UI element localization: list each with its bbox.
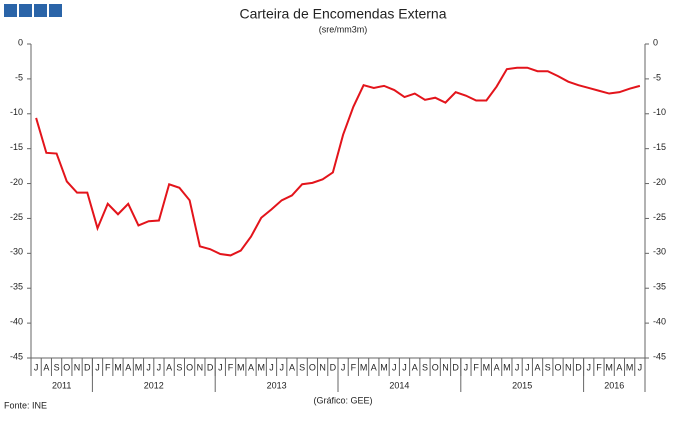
x-tick-label: A bbox=[535, 362, 541, 372]
x-tick-label: J bbox=[392, 362, 397, 372]
x-tick-label: A bbox=[616, 362, 622, 372]
x-tick-label: O bbox=[555, 362, 562, 372]
x-tick-label: J bbox=[146, 362, 151, 372]
y-tick-label: -15 bbox=[653, 142, 666, 152]
x-tick-label: J bbox=[34, 362, 39, 372]
x-tick-label: A bbox=[412, 362, 418, 372]
year-label: 2014 bbox=[389, 380, 409, 390]
y-tick-label: -20 bbox=[10, 177, 23, 187]
year-label: 2013 bbox=[267, 380, 287, 390]
y-tick-label: -10 bbox=[653, 107, 666, 117]
x-tick-label: J bbox=[95, 362, 100, 372]
x-tick-label: F bbox=[105, 362, 111, 372]
x-tick-label: F bbox=[351, 362, 357, 372]
y-tick-label: -35 bbox=[10, 282, 23, 292]
x-tick-label: D bbox=[330, 362, 337, 372]
x-tick-label: J bbox=[464, 362, 469, 372]
x-tick-label: M bbox=[135, 362, 143, 372]
x-tick-label: O bbox=[63, 362, 70, 372]
x-tick-label: J bbox=[525, 362, 530, 372]
x-tick-label: N bbox=[442, 362, 449, 372]
x-tick-label: M bbox=[380, 362, 388, 372]
y-tick-label: -20 bbox=[653, 177, 666, 187]
chart-subtitle: (sre/mm3m) bbox=[319, 24, 368, 34]
chart-title: Carteira de Encomendas Externa bbox=[240, 6, 447, 22]
x-tick-label: F bbox=[473, 362, 479, 372]
line-series bbox=[35, 66, 641, 257]
x-tick-label: J bbox=[586, 362, 591, 372]
x-tick-label: A bbox=[43, 362, 49, 372]
x-tick-label: J bbox=[341, 362, 346, 372]
x-tick-label: F bbox=[228, 362, 234, 372]
x-tick-label: N bbox=[565, 362, 572, 372]
year-label: 2012 bbox=[144, 380, 164, 390]
y-tick-label: -45 bbox=[653, 351, 666, 361]
source: Fonte: INE bbox=[4, 400, 47, 410]
y-tick-label: -10 bbox=[10, 107, 23, 117]
x-tick-label: S bbox=[176, 362, 182, 372]
x-tick-label: J bbox=[515, 362, 520, 372]
y-tick-label: -15 bbox=[10, 142, 23, 152]
x-tick-label: J bbox=[638, 362, 643, 372]
x-tick-label: M bbox=[605, 362, 613, 372]
x-tick-label: M bbox=[483, 362, 491, 372]
x-tick-label: O bbox=[309, 362, 316, 372]
x-tick-label: S bbox=[299, 362, 305, 372]
x-tick-label: J bbox=[279, 362, 284, 372]
x-tick-label: O bbox=[432, 362, 439, 372]
year-label: 2016 bbox=[604, 380, 624, 390]
x-tick-label: D bbox=[575, 362, 582, 372]
x-tick-label: M bbox=[360, 362, 368, 372]
x-tick-label: A bbox=[248, 362, 254, 372]
y-tick-label: -35 bbox=[653, 282, 666, 292]
x-tick-label: M bbox=[503, 362, 511, 372]
x-tick-label: M bbox=[114, 362, 122, 372]
x-tick-label: N bbox=[319, 362, 326, 372]
y-tick-label: -25 bbox=[653, 212, 666, 222]
x-tick-label: S bbox=[422, 362, 428, 372]
x-tick-label: F bbox=[596, 362, 602, 372]
credit: (Gráfico: GEE) bbox=[313, 395, 372, 405]
x-tick-label: A bbox=[166, 362, 172, 372]
x-tick-label: N bbox=[197, 362, 204, 372]
y-tick-label: 0 bbox=[18, 37, 23, 47]
x-tick-label: A bbox=[125, 362, 131, 372]
y-tick-label: -40 bbox=[653, 316, 666, 326]
x-tick-label: A bbox=[289, 362, 295, 372]
x-tick-label: A bbox=[371, 362, 377, 372]
y-tick-label: -30 bbox=[653, 247, 666, 257]
y-tick-label: -5 bbox=[15, 72, 23, 82]
x-tick-label: S bbox=[54, 362, 60, 372]
x-tick-label: J bbox=[269, 362, 274, 372]
x-tick-label: J bbox=[157, 362, 162, 372]
y-tick-label: -25 bbox=[10, 212, 23, 222]
x-tick-label: M bbox=[237, 362, 245, 372]
logo bbox=[49, 4, 62, 17]
x-tick-label: D bbox=[84, 362, 91, 372]
x-tick-label: A bbox=[494, 362, 500, 372]
y-tick-label: -5 bbox=[653, 72, 661, 82]
logo bbox=[19, 4, 32, 17]
y-tick-label: -30 bbox=[10, 247, 23, 257]
year-label: 2011 bbox=[52, 380, 71, 390]
x-tick-label: S bbox=[545, 362, 551, 372]
x-tick-label: D bbox=[452, 362, 459, 372]
x-tick-label: J bbox=[402, 362, 407, 372]
logo bbox=[4, 4, 17, 17]
x-tick-label: M bbox=[258, 362, 266, 372]
y-tick-label: -45 bbox=[10, 351, 23, 361]
logo bbox=[34, 4, 47, 17]
x-tick-label: J bbox=[218, 362, 223, 372]
year-label: 2015 bbox=[512, 380, 532, 390]
x-tick-label: D bbox=[207, 362, 214, 372]
x-tick-label: O bbox=[186, 362, 193, 372]
x-tick-label: M bbox=[626, 362, 634, 372]
y-tick-label: 0 bbox=[653, 37, 658, 47]
y-tick-label: -40 bbox=[10, 316, 23, 326]
x-tick-label: N bbox=[74, 362, 81, 372]
